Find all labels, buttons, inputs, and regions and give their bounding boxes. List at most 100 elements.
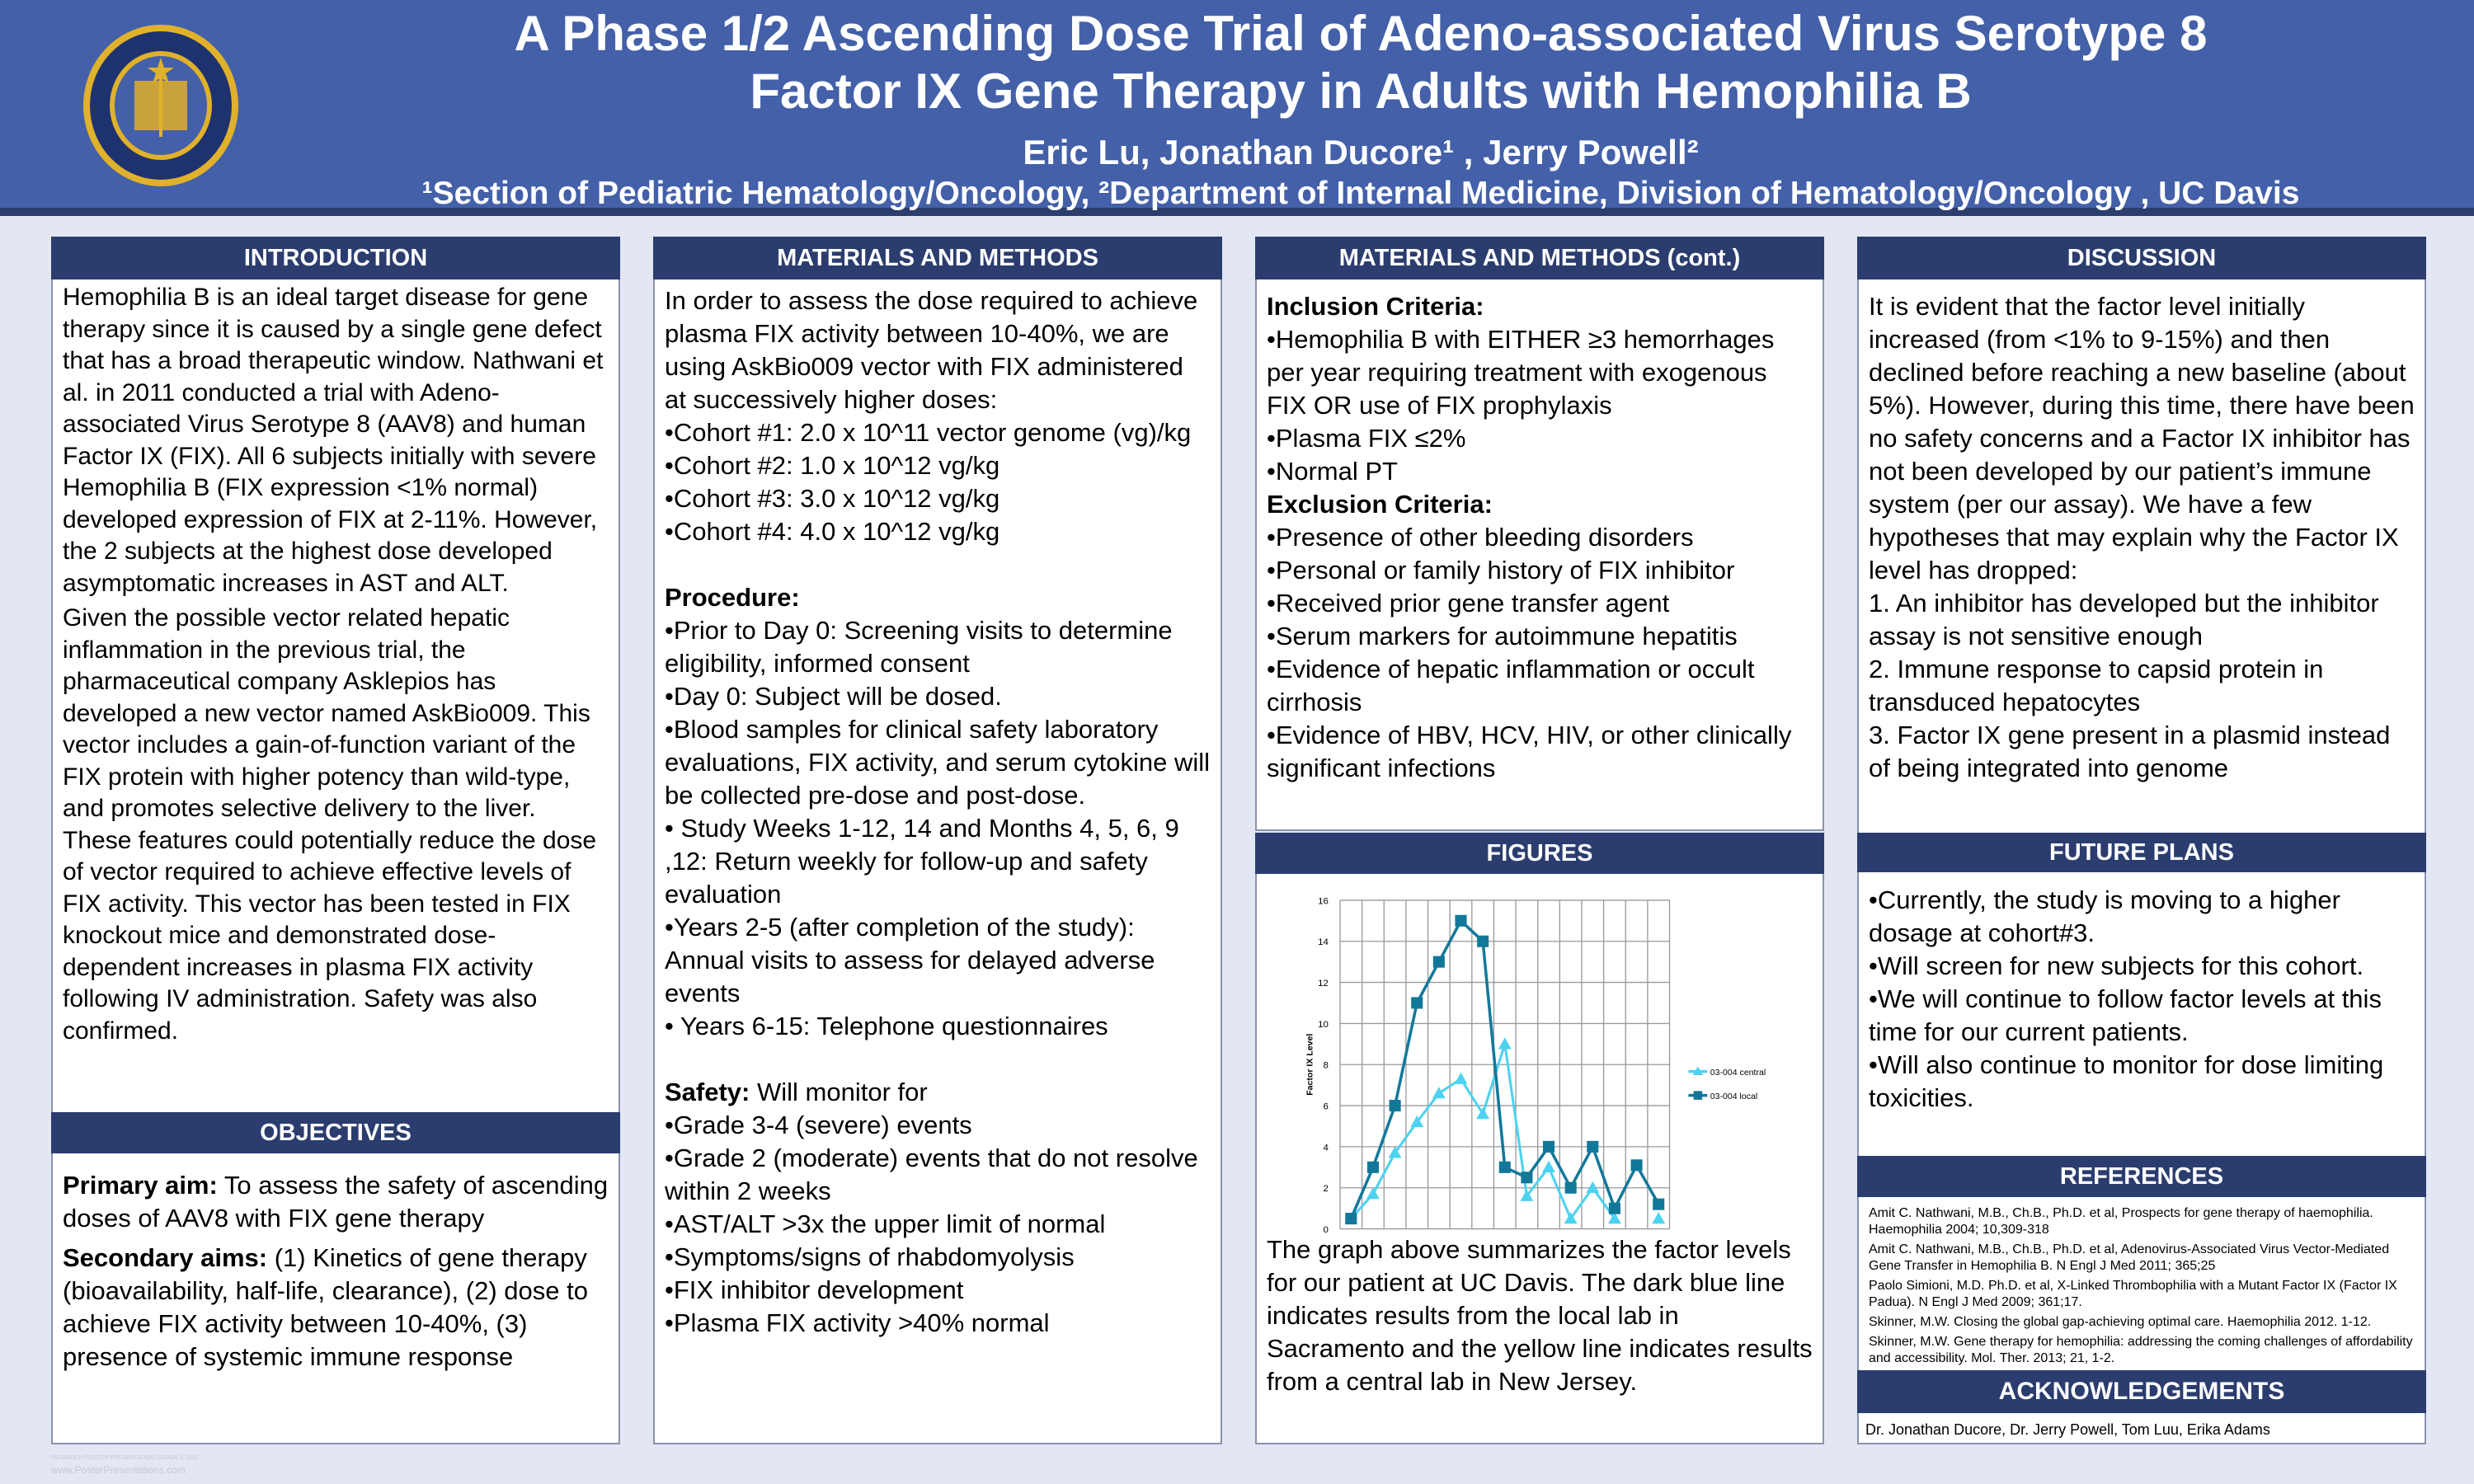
exclusion-list: •Presence of other bleeding disorders •Pe… — [1267, 521, 1813, 785]
y-tick-label: 0 — [1324, 1225, 1329, 1235]
data-point — [1542, 1160, 1555, 1172]
objectives-header: OBJECTIVES — [51, 1112, 620, 1153]
future-plan-item: •Will screen for new subjects for this c… — [1869, 951, 2364, 980]
reference-item: Skinner, M.W. Gene therapy for hemophili… — [1869, 1335, 2413, 1365]
hypothesis-item: 3. Factor IX gene present in a plasmid i… — [1869, 721, 2391, 782]
data-point — [1542, 1140, 1555, 1153]
reference-item: Amit C. Nathwani, M.B., Ch.B., Ph.D. et … — [1869, 1206, 2373, 1237]
secondary-aims-text: (1) Kinetics of gene therapy (bioavailab… — [63, 1243, 588, 1371]
primary-aim-label: Primary aim: — [63, 1171, 218, 1200]
data-point — [1454, 1072, 1468, 1084]
data-point — [1410, 1115, 1424, 1128]
column-2 — [653, 237, 1222, 1444]
data-point — [1476, 1107, 1490, 1120]
authors: Eric Lu, Jonathan Ducore¹ , Jerry Powell… — [1023, 133, 1699, 171]
reference-item: Paolo Simioni, M.D. Ph.D. et al, X-Linke… — [1869, 1279, 2397, 1309]
series-line-03-004-local — [1349, 918, 1660, 1219]
references-list: Amit C. Nathwani, M.B., Ch.B., Ph.D. et … — [1857, 1205, 2426, 1370]
data-point — [1477, 935, 1489, 947]
inclusion-list: •Hemophilia B with EITHER ≥3 hemorrhages… — [1267, 323, 1813, 488]
methods-cont-header: MATERIALS AND METHODS (cont.) — [1255, 237, 1824, 279]
safety-intro: Safety: Will monitor for — [665, 1076, 1211, 1109]
safety-label: Safety: — [665, 1078, 750, 1106]
safety-intro-text: Will monitor for — [750, 1078, 928, 1106]
cohort-item: •Cohort #2: 1.0 x 10^12 vg/kg — [665, 451, 1000, 480]
data-point — [1564, 1181, 1577, 1194]
y-tick-label: 6 — [1324, 1101, 1329, 1111]
methods-body: In order to assess the dose required to … — [653, 284, 1222, 1340]
procedure-item: •Blood samples for clinical safety labor… — [665, 715, 1211, 810]
poster-title-line-1: A Phase 1/2 Ascending Dose Trial of Aden… — [514, 6, 2208, 61]
methods-intro: In order to assess the dose required to … — [665, 286, 1198, 414]
data-point — [1608, 1212, 1621, 1224]
introduction-paragraph: Given the possible vector related hepati… — [63, 604, 597, 1045]
data-point — [1432, 956, 1445, 968]
data-point — [1652, 1212, 1666, 1224]
legend-marker — [1692, 1066, 1703, 1075]
future-plan-item: •Will also continue to monitor for dose … — [1869, 1050, 2384, 1112]
column-3-bottom — [1255, 833, 1824, 1444]
future-plans-list: •Currently, the study is moving to a hig… — [1857, 884, 2426, 1115]
methods-cont-body: Inclusion Criteria: •Hemophilia B with E… — [1255, 290, 1824, 785]
y-tick-label: 12 — [1318, 979, 1329, 989]
inclusion-label: Inclusion Criteria: — [1267, 292, 1484, 321]
safety-item: •Grade 3-4 (severe) events — [665, 1111, 972, 1139]
data-point — [1345, 1213, 1357, 1225]
affiliations: ¹Section of Pediatric Hematology/Oncolog… — [421, 176, 2300, 211]
safety-item: •FIX inhibitor development — [665, 1275, 964, 1304]
procedure-item: •Day 0: Subject will be dosed. — [665, 682, 1002, 711]
procedure-label-text: Procedure: — [665, 583, 800, 612]
y-tick-label: 10 — [1318, 1020, 1329, 1030]
data-point — [1564, 1212, 1578, 1224]
inclusion-item: •Plasma FIX ≤2% — [1267, 424, 1466, 453]
poster-title-line-2: Factor IX Gene Therapy in Adults with He… — [750, 63, 1972, 119]
exclusion-item: •Evidence of HBV, HCV, HIV, or other cli… — [1267, 721, 1792, 782]
exclusion-item: •Personal or family history of FIX inhib… — [1267, 556, 1735, 585]
secondary-aims-label: Secondary aims: — [63, 1243, 268, 1272]
column-3-top — [1255, 237, 1824, 831]
introduction-paragraph: Hemophilia B is an ideal target disease … — [63, 284, 604, 597]
data-point — [1432, 1087, 1446, 1099]
footer: RESEARCH POSTER PRESENTATION DESIGN © 20… — [51, 1453, 198, 1476]
exclusion-label: Exclusion Criteria: — [1267, 490, 1493, 519]
data-point — [1498, 1161, 1511, 1173]
y-tick-label: 4 — [1324, 1143, 1329, 1153]
data-point — [1455, 914, 1467, 927]
series-line-03-004-central — [1351, 1044, 1658, 1219]
procedure-item: •Prior to Day 0: Screening visits to det… — [665, 616, 1173, 678]
cohort-item: •Cohort #3: 3.0 x 10^12 vg/kg — [665, 484, 1000, 513]
future-plan-item: •Currently, the study is moving to a hig… — [1869, 885, 2340, 947]
hypothesis-item: 1. An inhibitor has developed but the in… — [1869, 589, 2379, 650]
data-point — [1366, 1187, 1380, 1200]
acknowledgements-text: Dr. Jonathan Ducore, Dr. Jerry Powell, T… — [1865, 1421, 2270, 1438]
procedure-item: • Years 6-15: Telephone questionnaires — [665, 1012, 1108, 1040]
methods-header: MATERIALS AND METHODS — [653, 237, 1222, 279]
reference-item: Amit C. Nathwani, M.B., Ch.B., Ph.D. et … — [1869, 1242, 2390, 1273]
objectives-body: Primary aim: To assess the safety of asc… — [51, 1169, 620, 1377]
secondary-aims: Secondary aims: (1) Kinetics of gene the… — [63, 1242, 609, 1374]
safety-item: •Symptoms/signs of rhabdomyolysis — [665, 1242, 1075, 1271]
hypothesis-item: 2. Immune response to capsid protein in … — [1869, 655, 2324, 716]
column-1 — [51, 237, 620, 1444]
exclusion-item: •Evidence of hepatic inflammation or occ… — [1267, 655, 1755, 716]
figures-header: FIGURES — [1255, 833, 1824, 874]
y-tick-label: 8 — [1324, 1061, 1329, 1071]
data-point — [1630, 1159, 1643, 1172]
primary-aim: Primary aim: To assess the safety of asc… — [63, 1169, 609, 1235]
data-point — [1608, 1202, 1620, 1214]
y-tick-label: 16 — [1318, 896, 1329, 906]
y-tick-label: 2 — [1324, 1184, 1329, 1194]
procedure-label: Procedure: — [665, 581, 1211, 614]
data-point — [1389, 1100, 1401, 1112]
hypothesis-list: 1. An inhibitor has developed but the in… — [1869, 587, 2415, 785]
safety-item: •Grade 2 (moderate) events that do not r… — [665, 1144, 1198, 1205]
y-tick-label: 14 — [1318, 937, 1329, 947]
exclusion-item: •Received prior gene transfer agent — [1267, 589, 1670, 618]
exclusion-item: •Serum markers for autoimmune hepatitis — [1267, 622, 1738, 650]
data-point — [1366, 1161, 1379, 1173]
legend-label: 03-004 local — [1710, 1092, 1757, 1101]
cohort-list: •Cohort #1: 2.0 x 10^11 vector genome (v… — [665, 416, 1211, 548]
references-header: REFERENCES — [1857, 1156, 2426, 1197]
footer-url: www.PosterPresentations.com — [51, 1464, 186, 1476]
safety-list: •Grade 3-4 (severe) events •Grade 2 (mode… — [665, 1109, 1211, 1340]
